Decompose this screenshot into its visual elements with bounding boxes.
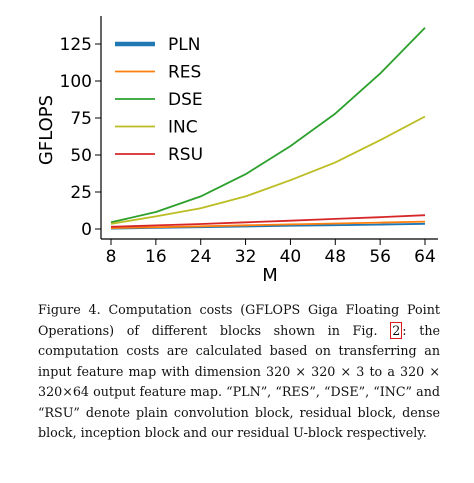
series-line-res: [110, 220, 426, 229]
series-line-rsu: [110, 214, 426, 228]
x-tick-label: 64: [414, 247, 436, 267]
x-tick-label: 16: [145, 247, 167, 267]
x-tick-label: 24: [190, 247, 212, 267]
series-line-inc: [110, 115, 426, 225]
legend-label-dse: DSE: [168, 90, 203, 110]
chart-axes: [100, 16, 438, 240]
y-tick-label: 50: [70, 146, 92, 166]
legend-label-pln: PLN: [168, 35, 200, 55]
x-tick-label: 48: [324, 247, 346, 267]
y-tick-label: 125: [60, 35, 92, 55]
chart-series: [110, 27, 426, 230]
figure-reference-link[interactable]: 2: [390, 321, 403, 339]
x-tick-label: 40: [280, 247, 302, 267]
caption-text-start: Figure 4. Computation costs (GFLOPS Giga…: [38, 302, 440, 338]
x-axis-label: M: [262, 265, 278, 286]
caption-text-end: : the computation costs are calculated b…: [38, 322, 440, 441]
figure-caption: Figure 4. Computation costs (GFLOPS Giga…: [38, 300, 440, 444]
legend-label-res: RES: [168, 63, 201, 83]
legend-label-rsu: RSU: [168, 145, 203, 165]
y-tick-label: 0: [81, 220, 92, 240]
gflops-line-chart: 8 16 24 32 40 48 56 64 0 25 50 75 100 125 M GFLOPS PL…: [36, 16, 438, 286]
x-tick-label: 56: [369, 247, 391, 267]
legend-label-inc: INC: [168, 118, 198, 138]
y-tick-label: 25: [70, 183, 92, 203]
x-tick-label: 32: [235, 247, 257, 267]
chart-ticks: 8 16 24 32 40 48 56 64 0 25 50 75 100 125: [60, 35, 436, 267]
y-tick-label: 100: [60, 72, 92, 92]
x-tick-label: 8: [106, 247, 117, 267]
y-axis-label: GFLOPS: [36, 95, 57, 165]
chart-legend: PLN RES DSE INC RSU: [115, 35, 203, 165]
series-line-dse: [110, 27, 426, 224]
y-tick-label: 75: [70, 109, 92, 129]
